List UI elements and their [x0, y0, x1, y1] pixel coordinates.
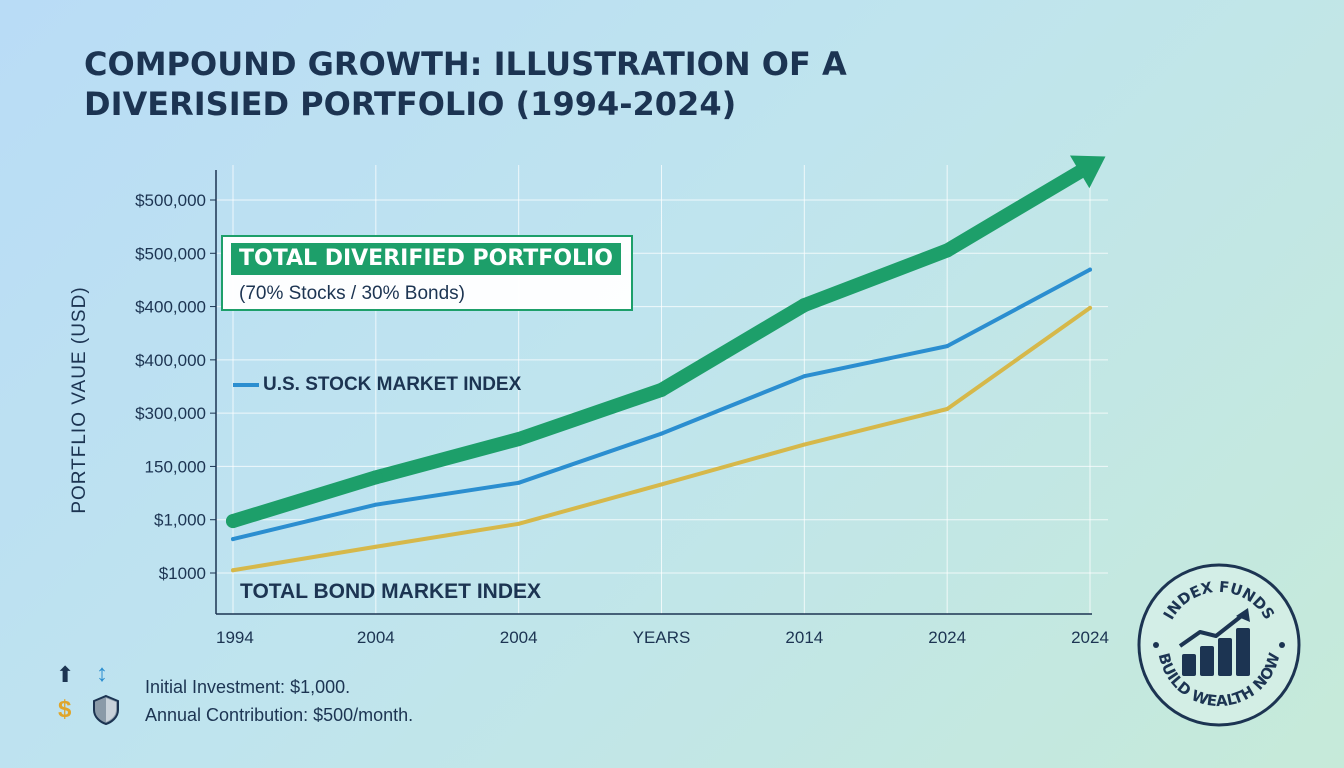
data-point	[226, 514, 240, 529]
data-point	[516, 521, 521, 526]
data-point	[373, 502, 378, 507]
y-tick-label: 150,000	[145, 457, 206, 476]
chart-title: COMPOUND GROWTH: ILLUSTRATION OF A DIVER…	[84, 44, 847, 124]
index-funds-badge: INDEX FUNDS BUILD WEALTH NOW	[1137, 563, 1301, 727]
y-tick-label: $1000	[159, 564, 206, 583]
y-tick-label: $500,000	[135, 191, 206, 210]
dollar-icon: $	[58, 696, 72, 723]
data-point	[1088, 267, 1092, 272]
data-point	[802, 442, 807, 447]
x-tick-label: YEARS	[633, 628, 691, 647]
data-point	[945, 407, 950, 411]
bond-legend-label: TOTAL BOND MARKET INDEX	[240, 580, 542, 603]
data-point	[802, 374, 807, 379]
data-point	[373, 544, 378, 549]
stock-legend: U.S. STOCK MARKET INDEX	[233, 374, 521, 396]
bar-chart-icon	[1178, 608, 1250, 676]
chart-title-line1: COMPOUND GROWTH: ILLUSTRATION OF A	[84, 45, 847, 83]
portfolio-arrowhead	[1069, 155, 1106, 189]
x-tick-label: 2014	[785, 628, 823, 647]
data-point	[231, 537, 235, 542]
info-text: Initial Investment: $1,000. Annual Contr…	[145, 673, 413, 729]
data-point	[659, 482, 664, 487]
arrow-updown-icon: ↕	[96, 660, 108, 687]
data-point	[516, 480, 521, 485]
y-tick-label: $500,000	[135, 244, 206, 263]
data-point	[797, 298, 812, 313]
initial-investment-text: Initial Investment: $1,000.	[145, 677, 351, 697]
x-tick-label: 2024	[1071, 628, 1109, 647]
x-tick-label: 1994	[216, 628, 254, 647]
data-point	[659, 431, 664, 436]
data-point	[654, 382, 669, 397]
data-point	[940, 243, 955, 258]
portfolio-legend-title: TOTAL DIVERIFIED PORTFOLIO	[231, 243, 621, 275]
data-point	[368, 470, 383, 485]
x-tick-label: 2004	[500, 628, 538, 647]
y-tick-label: $1,000	[154, 511, 206, 530]
data-point	[231, 568, 235, 573]
data-point	[945, 344, 950, 349]
data-point	[511, 432, 526, 447]
annual-contribution-text: Annual Contribution: $500/month.	[145, 705, 414, 725]
chart-title-line2: DIVERISIED PORTFOLIO (1994-2024)	[84, 85, 737, 123]
stock-legend-swatch	[233, 383, 259, 387]
data-point	[1088, 305, 1092, 310]
x-tick-label: 2024	[928, 628, 966, 647]
y-tick-label: $300,000	[135, 404, 206, 423]
portfolio-legend-box: TOTAL DIVERIFIED PORTFOLIO (70% Stocks /…	[221, 235, 633, 311]
series-line-portfolio	[226, 163, 1089, 529]
shield-icon	[93, 694, 119, 726]
stock-legend-label: U.S. STOCK MARKET INDEX	[263, 374, 522, 395]
arrow-up-icon: ⬆	[56, 662, 75, 687]
y-tick-label: $400,000	[135, 351, 206, 370]
y-tick-label: $400,000	[135, 298, 206, 317]
portfolio-legend-subtitle: (70% Stocks / 30% Bonds)	[239, 283, 465, 304]
x-tick-label: 2004	[357, 628, 395, 647]
